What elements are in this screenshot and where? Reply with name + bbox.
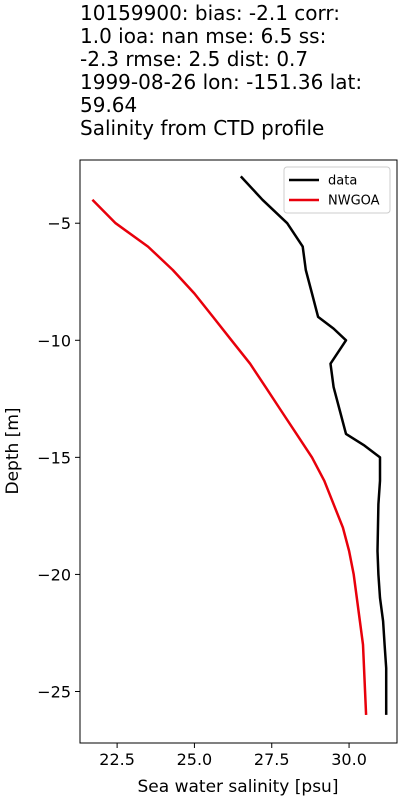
plot-area bbox=[79, 159, 398, 744]
legend-box bbox=[283, 166, 391, 214]
legend-label-data: data bbox=[328, 174, 357, 189]
x-tick-label: 25.0 bbox=[177, 750, 213, 769]
y-tick-label: −25 bbox=[37, 682, 71, 701]
title-line: Salinity from CTD profile bbox=[80, 116, 325, 140]
x-axis-label: Sea water salinity [psu] bbox=[138, 777, 339, 797]
title-line: -2.3 rmse: 2.5 dist: 0.7 bbox=[80, 47, 309, 71]
title-line: 1.0 ioa: nan mse: 6.5 ss: bbox=[80, 24, 327, 48]
y-tick-label: −5 bbox=[47, 214, 71, 233]
chart-title: 10159900: bias: -2.1 corr: 1.0 ioa: nan … bbox=[80, 2, 398, 140]
x-tick-label: 22.5 bbox=[99, 750, 135, 769]
series-line-nwgoa bbox=[91, 198, 368, 715]
y-tick-label: −10 bbox=[37, 331, 71, 350]
legend-label-nwgoa: NWGOA bbox=[328, 194, 380, 209]
y-tick-label: −20 bbox=[37, 565, 71, 584]
title-line: 1999-08-26 lon: -151.36 lat: bbox=[80, 70, 363, 94]
title-line: 10159900: bias: -2.1 corr: bbox=[80, 1, 341, 25]
x-tick-label: 30.0 bbox=[331, 750, 367, 769]
y-tick-label: −15 bbox=[37, 448, 71, 467]
y-axis-label: Depth [m] bbox=[3, 407, 23, 494]
title-line: 59.64 bbox=[80, 93, 138, 117]
legend: data NWGOA bbox=[283, 166, 391, 214]
series-line-data bbox=[239, 175, 388, 715]
series-lines bbox=[91, 175, 388, 715]
x-tick-label: 27.5 bbox=[254, 750, 290, 769]
axis-ticks: 22.5 25.0 27.5 30.0 −5 −10 −15 −20 −25 bbox=[37, 214, 367, 769]
